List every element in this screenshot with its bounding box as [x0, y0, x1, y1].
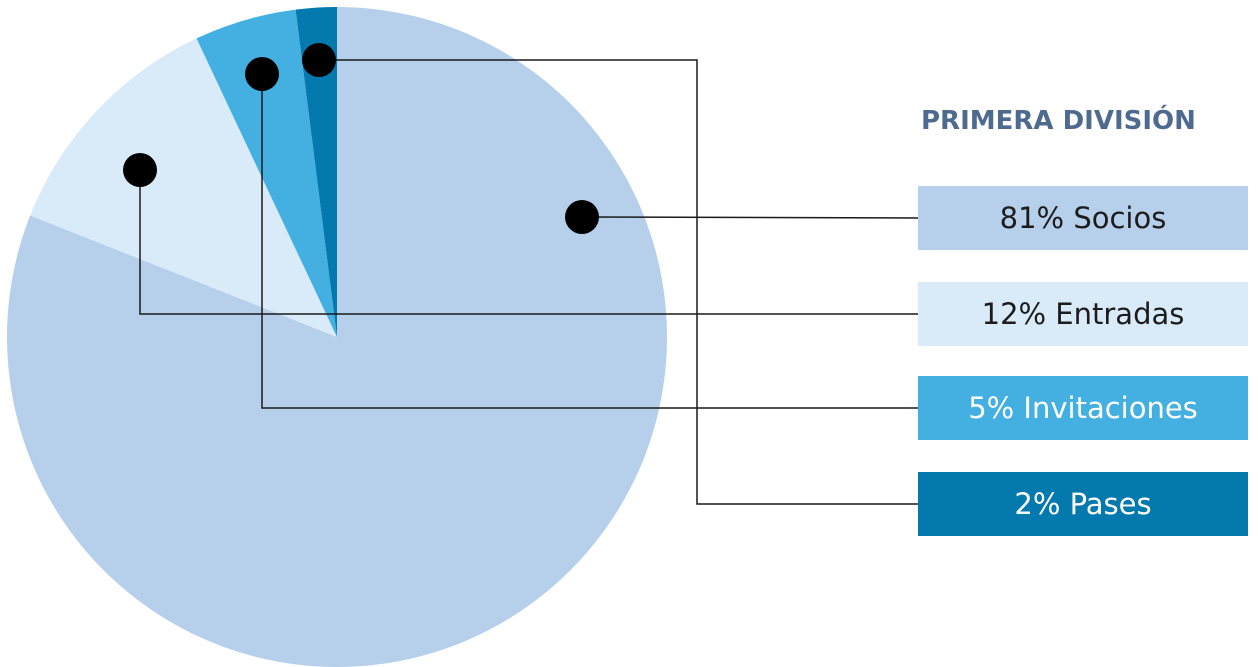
pie-slices	[6, 7, 668, 667]
leader-line-pases	[319, 59, 918, 505]
marker-dot-pases	[302, 43, 336, 77]
legend-label-invitaciones: 5% Invitaciones	[968, 391, 1198, 425]
legend-label-pases: 2% Pases	[1014, 487, 1152, 521]
pie-slice-entradas	[30, 38, 337, 337]
marker-dot-invitaciones	[245, 57, 279, 91]
chart-title: PRIMERA DIVISIÓN	[921, 106, 1196, 136]
slice-markers	[123, 43, 599, 234]
leader-lines	[139, 59, 919, 505]
pie-slice-pases	[295, 7, 337, 337]
legend-item-invitaciones: 5% Invitaciones	[918, 376, 1248, 440]
pie-slice-socios	[6, 7, 668, 667]
leader-line-invitaciones	[261, 74, 918, 409]
marker-dot-entradas	[123, 153, 157, 187]
leader-line-socios	[581, 216, 919, 219]
legend-label-socios: 81% Socios	[999, 201, 1167, 235]
legend-item-entradas: 12% Entradas	[918, 282, 1248, 346]
legend-item-socios: 81% Socios	[918, 186, 1248, 250]
marker-dot-socios	[565, 200, 599, 234]
leader-line-entradas	[139, 170, 918, 315]
pie-slice-invitaciones	[196, 9, 337, 338]
legend-label-entradas: 12% Entradas	[981, 297, 1185, 331]
legend-item-pases: 2% Pases	[918, 472, 1248, 536]
